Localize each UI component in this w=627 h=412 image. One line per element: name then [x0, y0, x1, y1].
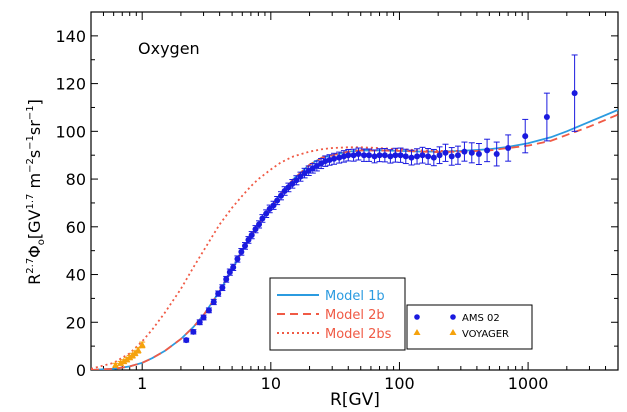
data-points: [111, 54, 578, 368]
ams-02-point: [270, 202, 277, 209]
ams-02-point: [263, 210, 270, 217]
ams-02-point: [200, 314, 207, 321]
y-tick-label: 40: [66, 266, 86, 285]
ams-02-point: [242, 242, 249, 249]
voyager-point: [120, 357, 128, 365]
ams-02-point: [196, 319, 203, 326]
ams-02-point: [266, 205, 273, 212]
ams-02-point: [522, 133, 529, 140]
ams-02-point: [371, 153, 378, 160]
ams-02-point: [543, 114, 550, 121]
panel-label: Oxygen: [138, 39, 200, 58]
ams-02-point: [230, 264, 237, 271]
model-legend: Model 1b Model 2b Model 2bs: [269, 277, 406, 351]
ams-02-point: [381, 152, 388, 159]
ams-02-point: [285, 184, 292, 191]
x-tick-label: 1000: [508, 374, 549, 393]
ams-02-point: [571, 90, 578, 97]
ams-02-point: [454, 152, 461, 159]
voyager-point: [138, 340, 146, 348]
ams-02-point: [484, 147, 491, 154]
ams-02-point: [505, 145, 512, 152]
ams-02-point: [350, 152, 357, 159]
ams-02-point: [468, 149, 475, 156]
legend-label-model-2bs: Model 2bs: [325, 327, 392, 342]
x-tick-label: 1: [137, 374, 147, 393]
voyager-point: [134, 346, 142, 353]
voyager-point: [111, 361, 119, 368]
ams-02-point: [345, 152, 352, 159]
legend-label-ams02: AMS 02: [462, 313, 500, 324]
y-tick-label: 20: [66, 313, 86, 332]
ams-02-point: [376, 152, 383, 159]
legend-label-model-1b: Model 1b: [325, 289, 385, 304]
ams-02-point: [360, 152, 367, 159]
legend-marker-ams02-left: [414, 314, 420, 320]
ams-02-point: [442, 149, 449, 156]
ams-02-point: [183, 337, 190, 344]
ams-02-point: [392, 152, 399, 159]
y-tick-label: 140: [55, 27, 86, 46]
ams-02-point: [289, 180, 296, 187]
ams-02-point: [219, 284, 226, 291]
data-legend-box: [406, 304, 533, 350]
ams-02-point: [256, 221, 263, 228]
ams-02-point: [414, 153, 421, 160]
plot-frame: [90, 11, 619, 371]
ams-02-point: [278, 192, 285, 199]
ams-02-point: [293, 177, 300, 184]
ams-02-point: [274, 197, 281, 204]
ams-02-point: [366, 152, 373, 159]
voyager-point: [117, 359, 125, 366]
data-legend: AMS 02 VOYAGER: [406, 304, 533, 350]
ams-02-point: [326, 156, 333, 163]
ams-02-point: [248, 232, 255, 239]
ams-02-point: [402, 153, 409, 160]
ams-02-point: [397, 152, 404, 159]
y-tick-label: 120: [55, 75, 86, 94]
ams-02-point: [493, 151, 500, 158]
ams-02-point: [425, 153, 432, 160]
legend-marker-ams02-right: [450, 314, 456, 320]
ams-02-point: [448, 153, 455, 160]
axis-ticks: 0 20 40 60 80 100 120 140 1 10 100 1000: [55, 12, 619, 393]
x-tick-label: 10: [261, 374, 281, 393]
y-tick-label: 60: [66, 218, 86, 237]
x-axis-label: R[GV]: [330, 390, 380, 410]
y-axis-label: R2.7Φo[GV1.7 m−2s−1sr−1]: [25, 99, 47, 285]
x-tick-label: 100: [384, 374, 415, 393]
ams-02-point: [331, 155, 338, 162]
ams-02-point: [252, 226, 259, 233]
ams-02-point: [336, 154, 343, 161]
ams-02-point: [461, 148, 468, 155]
ams-02-point: [436, 152, 443, 159]
ams-02-point: [215, 290, 222, 297]
ams-02-point: [387, 153, 394, 160]
legend-marker-voyager-left: [413, 329, 421, 335]
y-tick-label: 0: [76, 361, 86, 380]
y-tick-label: 80: [66, 170, 86, 189]
ams-02-point: [190, 328, 197, 335]
ams-02-point: [259, 215, 266, 222]
ams-02-point: [234, 256, 241, 263]
ams-02-point: [210, 298, 217, 305]
ams-02-point: [475, 151, 482, 158]
legend-label-voyager: VOYAGER: [462, 329, 509, 340]
ams-02-point: [408, 154, 415, 161]
ams-02-point: [419, 152, 426, 159]
ams-02-point: [223, 276, 230, 283]
ams-02-point: [281, 188, 288, 194]
legend-label-model-2b: Model 2b: [325, 308, 385, 323]
ams-02-point: [430, 154, 437, 161]
legend-marker-voyager-right: [449, 329, 457, 335]
ams-02-point: [355, 151, 362, 158]
ams-02-point: [205, 307, 212, 314]
y-tick-label: 100: [55, 122, 86, 141]
ams-02-point: [238, 248, 245, 255]
